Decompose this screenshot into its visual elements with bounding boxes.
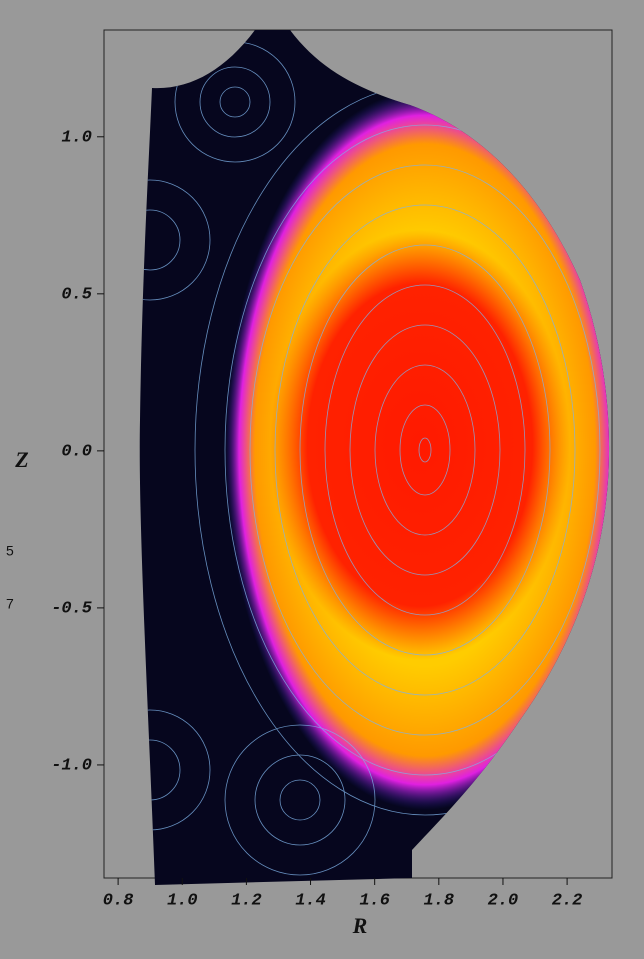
x-tick-label: 1.0	[167, 891, 198, 910]
y-tick-label: 0.0	[61, 442, 92, 461]
annotation: 7	[6, 596, 14, 612]
x-tick-label: 1.8	[424, 891, 455, 910]
x-tick-label: 0.8	[103, 891, 134, 910]
x-tick-label: 2.2	[552, 891, 583, 910]
x-axis-label: R	[352, 913, 368, 938]
x-tick-label: 1.4	[295, 891, 326, 910]
y-tick-label: -1.0	[51, 756, 92, 775]
chart: R Z 0.8 1.0 1.2 1.4 1.6 1.8 2.0 2.2 1.0 0.5 0.0 -0.…	[0, 0, 644, 959]
y-tick-label: 0.5	[61, 285, 92, 304]
x-tick-label: 1.6	[359, 891, 390, 910]
annotation: 5	[6, 543, 14, 559]
y-tick-label: 1.0	[61, 128, 92, 147]
y-axis-label: Z	[14, 447, 28, 472]
x-tick-label: 1.2	[231, 891, 262, 910]
y-tick-label: -0.5	[51, 599, 92, 618]
x-tick-label: 2.0	[488, 891, 519, 910]
